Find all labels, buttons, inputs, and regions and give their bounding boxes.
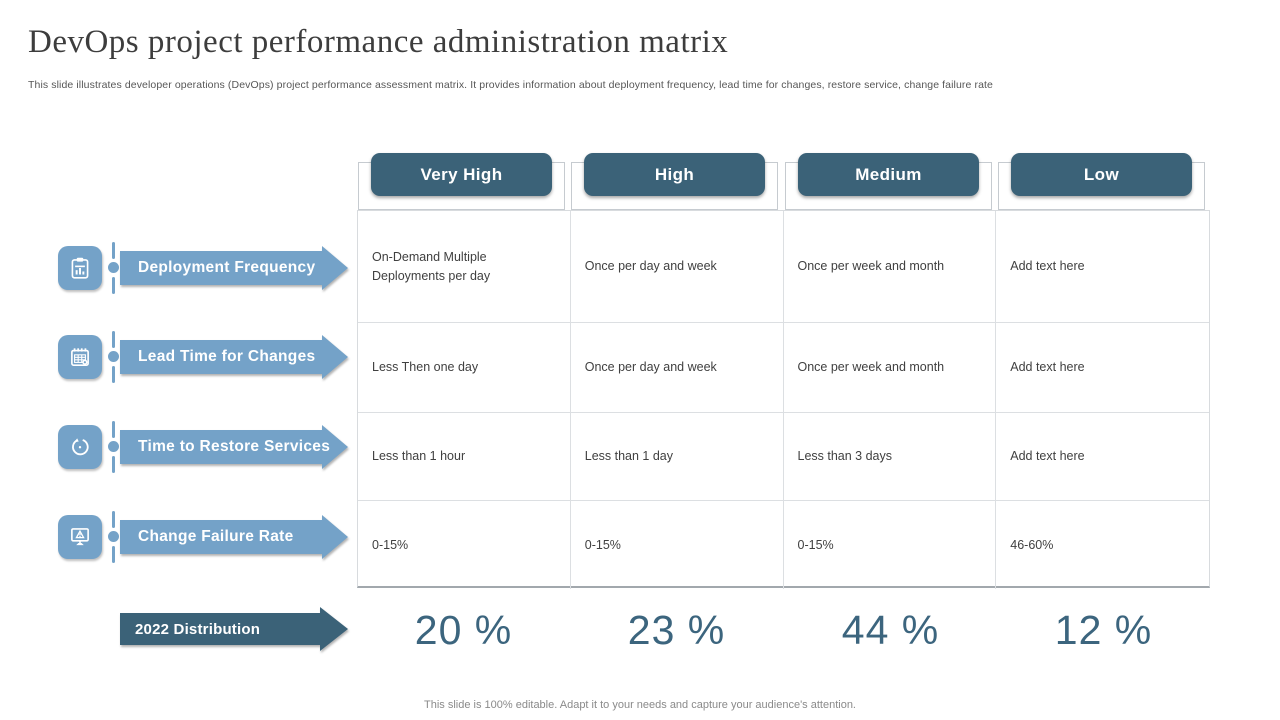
distribution-value-very-high: 20 % (414, 606, 513, 653)
row-label-time-to-restore-services: Time to Restore Services (58, 421, 350, 473)
matrix-table: On-Demand Multiple Deployments per day O… (357, 210, 1210, 589)
clipboard-chart-icon (67, 255, 93, 281)
table-cell: Add text here (996, 413, 1209, 501)
row-label-change-failure-rate: Change Failure Rate (58, 511, 350, 563)
row-arrow-label: Lead Time for Changes (120, 335, 348, 379)
column-header-label: Very High (371, 153, 552, 196)
table-cell: Less than 3 days (783, 413, 997, 501)
connector-line (108, 331, 119, 383)
page-title: DevOps project performance administratio… (28, 24, 729, 60)
table-cell: 0-15% (358, 501, 571, 589)
row-arrow-label: Time to Restore Services (120, 425, 348, 469)
column-header-label: Medium (798, 153, 979, 196)
connector-line (108, 421, 119, 473)
page-subtitle: This slide illustrates developer operati… (28, 79, 993, 91)
table-cell: Less than 1 hour (358, 413, 571, 501)
column-header-high: High (570, 153, 783, 210)
table-cell: On-Demand Multiple Deployments per day (358, 211, 571, 323)
column-header-low: Low (997, 153, 1210, 210)
distribution-value-high: 23 % (627, 606, 726, 653)
table-cell: Once per week and month (783, 323, 997, 413)
table-cell: Once per week and month (783, 211, 997, 323)
monitor-alert-icon (67, 524, 93, 550)
connector-line (108, 242, 119, 294)
distribution-value-low: 12 % (1054, 606, 1153, 653)
column-header-medium: Medium (784, 153, 997, 210)
column-header-very-high: Very High (357, 153, 570, 210)
restore-arrow-icon (67, 434, 93, 460)
connector-line (108, 511, 119, 563)
distribution-value-medium: 44 % (841, 606, 940, 653)
row-label-lead-time-for-changes: Lead Time for Changes (58, 331, 350, 383)
table-cell: 46-60% (1010, 537, 1054, 552)
table-cell: Once per day and week (570, 211, 784, 323)
calendar-icon (67, 344, 93, 370)
table-cell: Less than 1 day (570, 413, 784, 501)
footer-note: This slide is 100% editable. Adapt it to… (424, 699, 856, 711)
table-cell: Add text here (996, 211, 1209, 323)
row-label-deployment-frequency: Deployment Frequency (58, 242, 350, 294)
table-cell: 0-15% (571, 501, 784, 589)
table-cell: Add text here (996, 323, 1209, 413)
row-arrow-label: Change Failure Rate (120, 515, 348, 559)
table-cell: Less Then one day (358, 323, 571, 413)
column-header-label: Low (1011, 153, 1192, 196)
column-header-label: High (584, 153, 765, 196)
distribution-arrow-label: 2022 Distribution (120, 607, 348, 651)
table-cell: 0-15% (784, 501, 997, 589)
row-arrow-label: Deployment Frequency (120, 246, 348, 290)
table-cell: Once per day and week (570, 323, 784, 413)
